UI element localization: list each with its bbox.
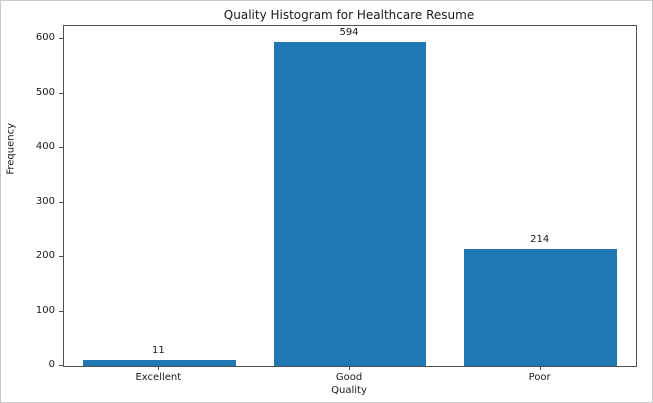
y-tick-label: 100 [35,304,55,316]
y-tick-label: 400 [35,141,55,153]
bar-value-label: 11 [151,345,165,356]
y-tick-label: 200 [35,250,55,262]
bar-good [273,42,427,366]
bar-value-label: 594 [339,27,359,39]
y-tick-label: 300 [35,195,55,207]
bar-value-label: 214 [530,234,550,246]
x-tick-label-poor: Poor [528,372,551,383]
plot-area [63,25,637,367]
y-tick-label: 500 [35,86,55,98]
y-axis-label: Frequency [5,122,17,175]
y-tick-label: 0 [48,359,55,370]
y-tick-mark [59,256,63,258]
x-tick-mark [349,366,350,370]
y-tick-label: 600 [35,32,55,44]
chart-title: Quality Histogram for Healthcare Resume [223,8,475,22]
x-tick-mark [158,366,160,370]
y-tick-mark [59,92,63,94]
x-tick-mark [539,366,541,370]
bar-excellent [83,360,236,366]
y-tick-mark [59,147,63,149]
y-tick-mark [59,310,63,312]
y-tick-mark [59,365,63,366]
y-tick-mark [59,38,63,40]
x-tick-label-good: Good [335,372,363,383]
bar-poor [464,249,617,366]
x-axis-label: Quality [331,385,367,396]
y-tick-mark [59,201,63,203]
x-tick-label-excellent: Excellent [135,372,182,383]
